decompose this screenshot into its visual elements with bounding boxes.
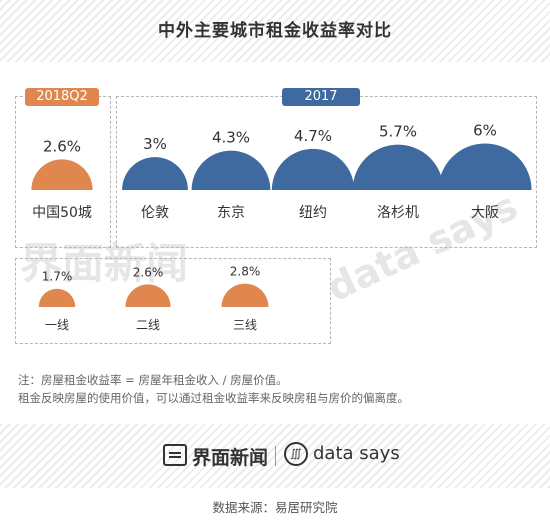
- value-label: 5.7%: [379, 123, 417, 141]
- legend-tag-2017: 2017: [282, 88, 360, 106]
- category-label: 中国50城: [32, 205, 92, 221]
- category-label: 二线: [136, 318, 160, 332]
- value-label: 2.6%: [133, 265, 164, 279]
- semicircle-伦敦: [122, 157, 188, 190]
- note-line-2: 租金反映房屋的使用价值，可以通过租金收益率来反映房租与房价的偏离度。: [18, 391, 409, 405]
- semicircle-一线: [38, 288, 76, 307]
- semicircle-洛杉机: [352, 144, 444, 190]
- category-label: 大阪: [471, 205, 499, 221]
- value-label: 4.3%: [212, 129, 250, 147]
- brand-jiemian: 界面新闻: [192, 447, 269, 469]
- header-band: [0, 0, 550, 62]
- semicircle-三线: [221, 283, 269, 307]
- category-label: 纽约: [299, 205, 327, 221]
- semicircle-东京: [191, 150, 271, 190]
- logo-divider: [275, 446, 276, 466]
- datasays-logo-icon: ∭: [284, 442, 308, 466]
- value-label: 2.8%: [230, 265, 261, 279]
- category-label: 洛杉机: [377, 205, 419, 221]
- legend-tag-2018q2: 2018Q2: [25, 88, 99, 106]
- value-label: 1.7%: [42, 270, 73, 284]
- value-label: 3%: [143, 135, 167, 153]
- data-source: 数据来源：易居研究院: [212, 500, 338, 515]
- semicircle-纽约: [271, 148, 355, 190]
- group-box-tiers: [15, 258, 331, 344]
- value-label: 6%: [473, 121, 497, 139]
- page-title: 中外主要城市租金收益率对比: [158, 21, 392, 41]
- jiemian-logo-icon: [163, 444, 187, 466]
- category-label: 伦敦: [141, 205, 169, 221]
- category-label: 一线: [45, 318, 69, 332]
- footer-logos: 界面新闻 ∭ data says: [0, 438, 550, 474]
- note-line-1: 注：房屋租金收益率 = 房屋年租金收入 / 房屋价值。: [18, 373, 288, 387]
- semicircle-大阪: [438, 143, 532, 190]
- semicircle-中国50城: [31, 159, 93, 190]
- value-label: 2.6%: [43, 137, 81, 155]
- semicircle-二线: [125, 284, 171, 307]
- brand-datasays: data says: [313, 443, 400, 464]
- value-label: 4.7%: [294, 127, 332, 145]
- category-label: 东京: [217, 205, 245, 221]
- category-label: 三线: [233, 318, 257, 332]
